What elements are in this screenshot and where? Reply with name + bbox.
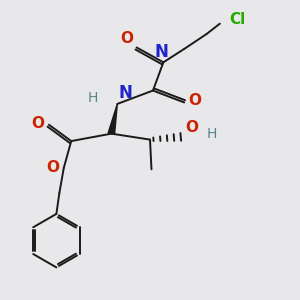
- Text: H: H: [206, 127, 217, 141]
- Text: O: O: [186, 120, 199, 135]
- Text: O: O: [32, 116, 44, 131]
- Text: O: O: [46, 160, 59, 175]
- Text: O: O: [121, 31, 134, 46]
- Polygon shape: [108, 104, 117, 134]
- Text: H: H: [88, 91, 98, 105]
- Text: N: N: [155, 43, 169, 61]
- Text: N: N: [119, 84, 133, 102]
- Text: O: O: [189, 94, 202, 109]
- Text: Cl: Cl: [229, 12, 245, 27]
